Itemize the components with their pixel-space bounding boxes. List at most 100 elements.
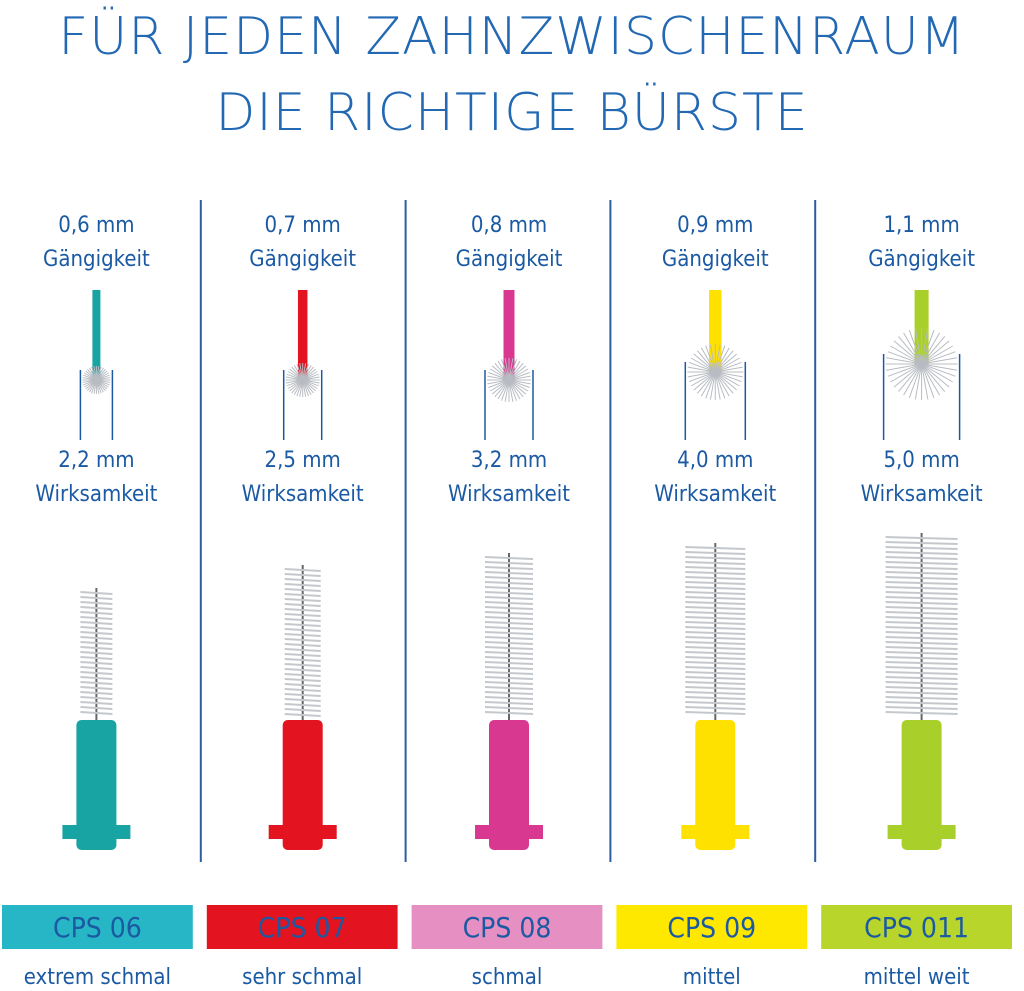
code-box [2,905,193,949]
bristle [491,379,510,395]
bristle [714,371,738,391]
bristle [508,368,529,381]
efficacy: 2,5 mm [265,448,341,473]
brush-bristles [284,683,321,687]
bristle [504,379,510,402]
bristle [714,371,730,397]
bristle [908,330,923,365]
bristle [714,371,726,399]
brush-bristles [685,671,746,675]
brush-bristles [284,573,321,577]
brush-bristles [284,598,321,602]
bristle [488,372,510,381]
brush-bristles [685,641,746,645]
bristle [893,340,922,365]
bristle [508,379,529,392]
brush-bristles [284,568,321,572]
brush-bristles [284,588,321,592]
brush-stem [503,290,515,380]
brush-bristles [885,536,958,540]
brush-bristles [885,561,958,565]
bristle [508,358,514,381]
brush-bristles [484,656,534,660]
brush-bristles [80,706,113,710]
brush-bristles [885,631,958,635]
efficacy: 3,2 mm [471,448,547,473]
brush-bristles [484,566,534,570]
brush-bristles [80,666,113,670]
bristle [715,371,743,378]
brush-bristles [685,551,746,555]
brush-bristles [80,686,113,690]
efficacy: 2,2 mm [58,448,134,473]
brush-bristles [885,556,958,560]
bristle [487,375,510,381]
brush-bristles [80,691,113,695]
bristle [693,371,716,391]
brush-bristles [80,631,113,635]
bristle [696,350,716,373]
bristle [714,371,721,400]
brush-bristles [885,711,958,715]
passage: 1,1 mm [883,213,959,238]
brush-bristles [80,681,113,685]
bristle [508,379,517,401]
brush-bristles [885,576,958,580]
efficacy-label: Wirksamkeit [654,482,776,507]
brush-bristles [885,586,958,590]
code: CPS 06 [53,911,142,944]
passage-label: Gängigkeit [249,247,356,272]
bristle [890,345,922,365]
brush-bristles [484,701,534,705]
brush-bristles [80,646,113,650]
bristle [921,340,950,365]
brush-bristles [484,586,534,590]
bristle [714,353,738,373]
brush-bristles [685,676,746,680]
brush-bristles [80,601,113,605]
bristle [921,328,929,365]
brush-bristles [885,546,958,550]
bristle [709,371,716,400]
brush-bristles [80,696,113,700]
brush-bristles [484,711,534,715]
bristle [501,359,510,381]
bristle [921,351,956,365]
bristle [886,363,922,371]
brush-bristles [484,681,534,685]
brush-bristles [284,658,321,662]
brush-bristles [885,681,958,685]
bristle [921,363,950,388]
brush-bristles [484,651,534,655]
code: CPS 09 [667,911,756,944]
brush-bristles [685,546,746,550]
brush-bristles [484,626,534,630]
brush-bristles [685,686,746,690]
bristle [914,363,923,400]
brush-bristles [885,656,958,660]
code: CPS 07 [258,911,347,944]
passage: 0,6 mm [58,213,134,238]
bristle [714,371,734,394]
brush-bristles [885,606,958,610]
brush-bristles [685,576,746,580]
brush-bristles [885,551,958,555]
brush-bristles [885,641,958,645]
passage: 0,9 mm [677,213,753,238]
handle [901,720,942,850]
brush-bristles [80,676,113,680]
efficacy: 5,0 mm [883,448,959,473]
bristle [504,358,510,381]
handle [489,720,529,850]
bristle [508,360,521,381]
size-label: mittel [683,965,741,990]
brush-bristles [284,713,321,717]
brush-bristles [284,688,321,692]
bristle [508,365,527,381]
bristle [508,359,517,381]
efficacy-label: Wirksamkeit [35,482,157,507]
brush-bristles [885,666,958,670]
bristle [508,362,524,381]
bristle [921,363,946,392]
passage-label: Gängigkeit [43,247,150,272]
